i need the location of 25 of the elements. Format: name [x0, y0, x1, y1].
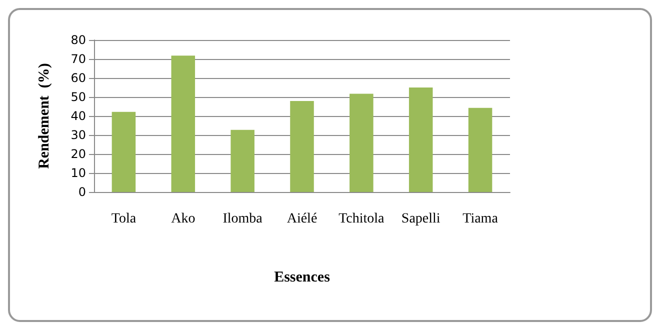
y-axis-title: Rendement (%) [36, 63, 52, 169]
bar [468, 108, 492, 192]
x-tick-label: Tiama [462, 212, 499, 226]
x-tick-label: Sapelli [401, 212, 440, 226]
x-tick-label: Ako [171, 212, 196, 226]
x-tick-label: Ilomba [222, 212, 264, 226]
x-tick-label: Tola [111, 212, 137, 226]
x-tick-label: Tchitola [338, 212, 386, 226]
bar [112, 112, 136, 192]
y-tick-label: 70 [70, 52, 86, 66]
y-tick-label: 20 [70, 147, 86, 161]
y-tick-label: 80 [70, 33, 86, 47]
y-tick-label: 10 [70, 166, 86, 180]
bar [230, 130, 254, 192]
y-tick-label: 0 [78, 185, 86, 199]
x-axis-title: Essences [274, 270, 330, 286]
y-tick-label: 30 [70, 128, 86, 142]
x-tick-label: Aiélé [286, 212, 318, 226]
y-tick-label: 60 [70, 71, 86, 85]
y-tick-label: 40 [70, 109, 86, 123]
y-tick-label: 50 [70, 90, 86, 104]
bar [171, 56, 196, 192]
bar [408, 88, 433, 192]
bar [350, 94, 374, 192]
bar [290, 100, 314, 192]
